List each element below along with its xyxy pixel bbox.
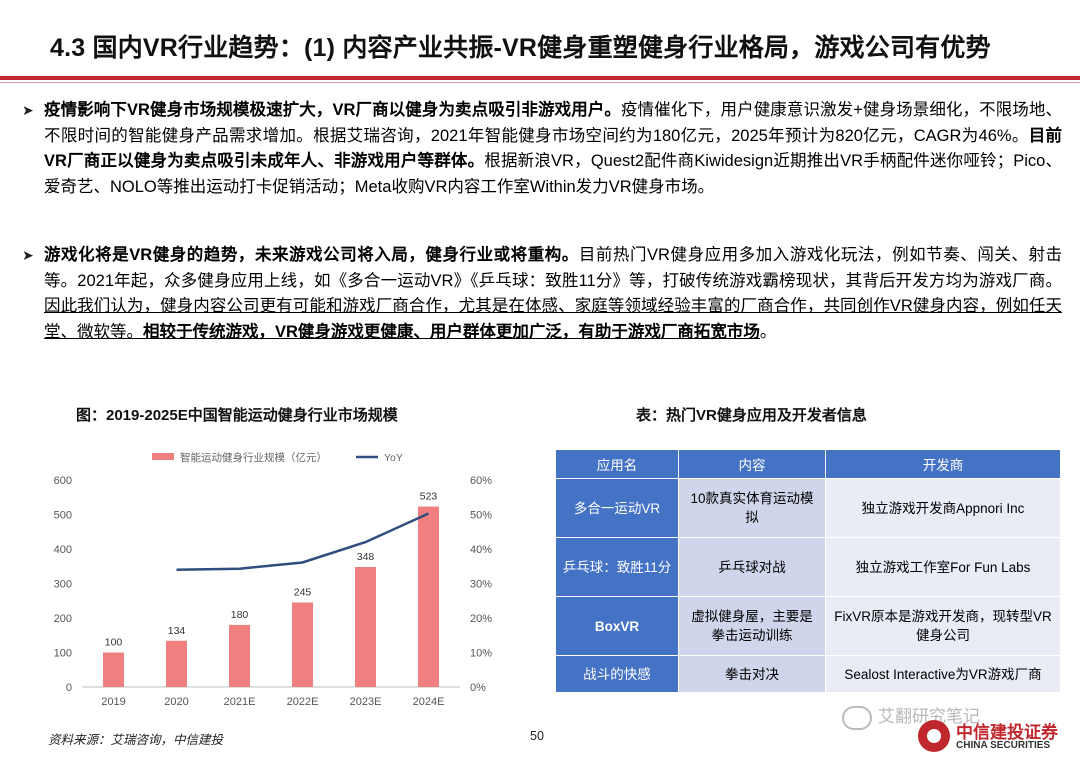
legend-bar-swatch (152, 453, 174, 460)
wechat-icon (842, 705, 872, 730)
watermark: 艾翻研究笔记 (842, 702, 980, 730)
table-header-content: 内容 (678, 449, 826, 479)
market-size-chart: 0 100 200 300 400 500 600 0% 10% 20% 30% 40% 50% 60% 1… (54, 451, 493, 708)
y-left-tick-label: 600 (54, 475, 72, 487)
bullet-2-text: 游戏化将是VR健身的趋势，未来游戏公司将入局，健身行业或将重构。目前热门VR健身… (44, 243, 1062, 345)
table-cell-app: 战斗的快感 (555, 655, 679, 693)
header-divider (0, 76, 1080, 80)
bar-data-label: 180 (231, 609, 249, 621)
bullet-2-body: 目前热门VR健身应用多加入游戏化玩法，例如节奏、闯关、射击等。2021年起，众多… (44, 246, 1063, 290)
x-tick-label: 2020 (164, 696, 188, 708)
bar-data-label: 245 (294, 586, 312, 598)
page-title: 4.3 国内VR行业趋势：(1) 内容产业共振-VR健身重塑健身行业格局，游戏公… (50, 34, 991, 62)
table-cell-developer: FixVR原本是游戏开发商，现转型VR健身公司 (825, 596, 1061, 656)
y-right-tick-label: 10% (470, 648, 492, 660)
bar (355, 566, 376, 687)
bar-data-label: 523 (420, 491, 438, 503)
bar (418, 506, 439, 687)
legend-bar-label: 智能运动健身行业规模（亿元） (180, 451, 327, 464)
bar-data-label: 348 (357, 551, 375, 563)
y-left-tick-label: 400 (54, 544, 72, 556)
bullet-1-body: 疫情催化下，用户健康意识激发+健身场景细化，不限场地、不限时间的智能健身产品需求… (44, 101, 1062, 145)
y-left-tick-label: 500 (54, 510, 72, 522)
table-row: 乒乓球：致胜11分 乒乓球对战 独立游戏工作室For Fun Labs (555, 537, 1061, 597)
x-tick-label: 2019 (101, 696, 125, 708)
table-cell-content: 10款真实体育运动模拟 (678, 478, 826, 538)
x-tick-label: 2023E (350, 696, 382, 708)
vr-fitness-apps-table: 应用名 内容 开发商 多合一运动VR 10款真实体育运动模拟 独立游戏开发商Ap… (555, 449, 1061, 693)
y-left-tick-label: 200 (54, 613, 72, 625)
table-cell-developer: Sealost Interactive为VR游戏厂商 (825, 655, 1061, 693)
logo-mark-icon (918, 720, 950, 752)
source-note: 资料来源：艾瑞咨询，中信建投 (48, 733, 224, 747)
y-right-tick-label: 20% (470, 613, 492, 625)
table-cell-developer: 独立游戏开发商Appnori Inc (825, 478, 1061, 538)
y-right-tick-label: 0% (470, 682, 486, 694)
figure-title: 图：2019-2025E中国智能运动健身行业市场规模 (76, 407, 398, 424)
table-cell-app: BoxVR (555, 596, 679, 656)
table-cell-content: 乒乓球对战 (678, 537, 826, 597)
bullet-1-lead: 疫情影响下VR健身市场规模极速扩大，VR厂商以健身为卖点吸引非游戏用户。 (44, 101, 621, 119)
arrow-bullet-icon: ➤ (22, 102, 34, 118)
bullet-1-text: 疫情影响下VR健身市场规模极速扩大，VR厂商以健身为卖点吸引非游戏用户。疫情催化… (44, 98, 1062, 200)
table-row: BoxVR 虚拟健身屋，主要是拳击运动训练 FixVR原本是游戏开发商，现转型V… (555, 596, 1061, 656)
header-divider-thin (0, 82, 1080, 83)
table-row: 多合一运动VR 10款真实体育运动模拟 独立游戏开发商Appnori Inc (555, 478, 1061, 538)
table-title: 表：热门VR健身应用及开发者信息 (636, 407, 867, 424)
bullet-1-body-2: 根据新浪VR，Quest2配件商Kiwidesign近期推出VR手柄配件迷你哑铃… (44, 152, 1062, 196)
table-cell-developer: 独立游戏工作室For Fun Labs (825, 537, 1061, 597)
y-right-tick-label: 50% (470, 510, 492, 522)
table-header-developer: 开发商 (825, 449, 1061, 479)
bullet-2-tail: 。 (759, 322, 777, 341)
y-left-tick-label: 300 (54, 579, 72, 591)
bullet-1: ➤ 疫情影响下VR健身市场规模极速扩大，VR厂商以健身为卖点吸引非游戏用户。疫情… (22, 98, 1062, 200)
bullet-1-highlight: 目前VR厂商正以健身为卖点吸引未成年人、非游戏用户等群体。 (44, 126, 1063, 171)
bullet-2-underlined: 因此我们认为，健身内容公司更有可能和游戏厂商合作，尤其是在体感、家庭等领域经验丰… (44, 297, 1062, 341)
header: 4.3 国内VR行业趋势：(1) 内容产业共振-VR健身重塑健身行业格局，游戏公… (0, 0, 1080, 83)
y-right-tick-label: 40% (470, 544, 492, 556)
table-header-app: 应用名 (555, 449, 679, 479)
logo-name-cn: 中信建投证券 (956, 723, 1058, 742)
bullet-2-conclusion: 相较于传统游戏，VR健身游戏更健康、用户群体更加广泛，有助于游戏厂商拓宽市场 (143, 322, 760, 341)
table-cell-app: 乒乓球：致胜11分 (555, 537, 679, 597)
yoy-line (176, 512, 430, 571)
x-tick-label: 2021E (224, 696, 256, 708)
table-cell-app: 多合一运动VR (555, 478, 679, 538)
watermark-text: 艾翻研究笔记 (878, 707, 980, 726)
company-logo: 中信建投证券 CHINA SECURITIES (918, 716, 1068, 758)
bar-data-label: 100 (105, 637, 123, 649)
table-cell-content: 拳击对决 (678, 655, 826, 693)
y-right-tick-label: 30% (470, 579, 492, 591)
bar-data-label: 134 (168, 625, 186, 637)
page-number: 50 (530, 729, 544, 743)
y-left-tick-label: 100 (54, 648, 72, 660)
logo-name-en: CHINA SECURITIES (956, 740, 1051, 751)
x-tick-label: 2024E (413, 696, 445, 708)
table-header-row: 应用名 内容 开发商 (555, 449, 1061, 479)
bar (166, 640, 187, 687)
legend-line-label: YoY (384, 452, 403, 464)
y-right-tick-label: 60% (470, 475, 492, 487)
y-left-tick-label: 0 (66, 682, 72, 694)
bar (292, 602, 313, 687)
x-tick-label: 2022E (287, 696, 319, 708)
arrow-bullet-icon: ➤ (22, 247, 34, 263)
table-cell-content: 虚拟健身屋，主要是拳击运动训练 (678, 596, 826, 656)
table-row: 战斗的快感 拳击对决 Sealost Interactive为VR游戏厂商 (555, 655, 1061, 693)
bullet-2-lead: 游戏化将是VR健身的趋势，未来游戏公司将入局，健身行业或将重构。 (44, 246, 579, 264)
bullet-2: ➤ 游戏化将是VR健身的趋势，未来游戏公司将入局，健身行业或将重构。目前热门VR… (22, 243, 1062, 345)
bar (103, 652, 124, 687)
bar (229, 624, 250, 687)
